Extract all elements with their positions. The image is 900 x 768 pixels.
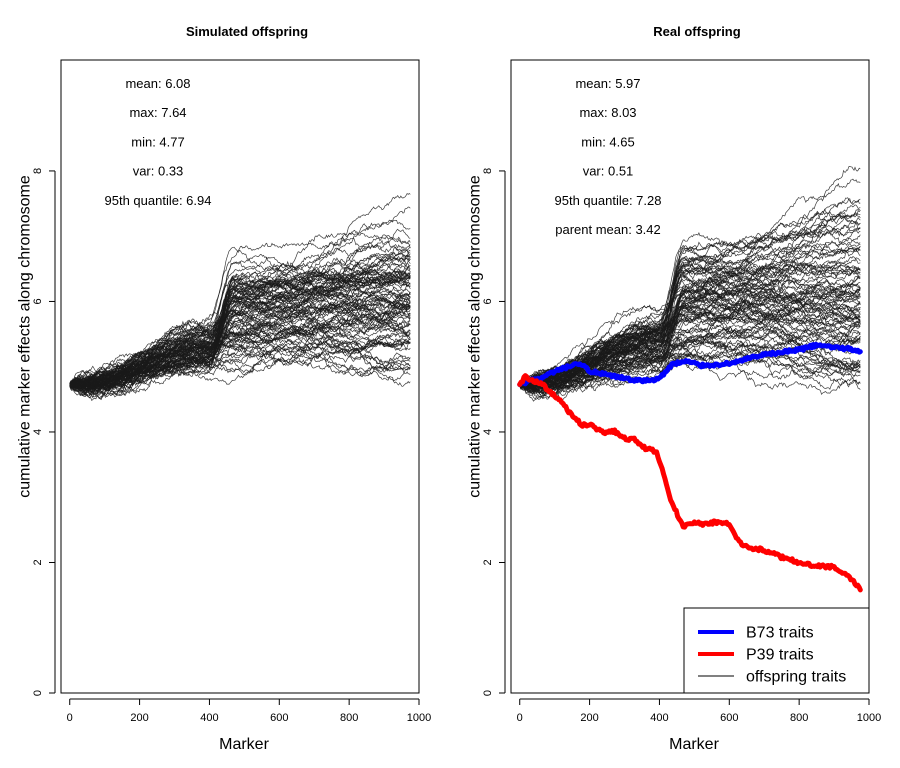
y-tick-label: 6 <box>32 298 44 304</box>
y-axis-label: cumulative marker effects along chromoso… <box>466 175 483 498</box>
stat-text: min: 4.65 <box>581 134 634 149</box>
y-tick-label: 4 <box>32 429 44 435</box>
offspring-line <box>69 296 411 389</box>
series-line-p39-traits <box>517 373 863 593</box>
x-tick-label: 200 <box>580 712 598 724</box>
stat-text: parent mean: 3.42 <box>555 222 661 237</box>
stat-text: 95th quantile: 7.28 <box>555 193 662 208</box>
y-tick-label: 4 <box>482 429 494 435</box>
legend: B73 traits P39 traits offspring traits <box>683 607 870 694</box>
x-axis: 0 200 400 600 800 1000 Marker <box>67 698 431 753</box>
offspring-line <box>69 290 411 394</box>
stat-text: var: 0.33 <box>133 164 184 179</box>
offspring-line <box>519 258 861 394</box>
stat-text: max: 8.03 <box>579 105 636 120</box>
offspring-line <box>519 310 861 398</box>
x-axis-label: Marker <box>669 736 719 753</box>
offspring-line <box>69 240 411 393</box>
x-tick-label: 1000 <box>857 712 881 724</box>
y-axis-label: cumulative marker effects along chromoso… <box>16 175 33 498</box>
offspring-line <box>69 269 411 388</box>
x-axis-label: Marker <box>219 736 269 753</box>
panel-real: Real offspring 0 200 400 600 800 1000 Marker 0 2 4… <box>466 24 881 753</box>
y-tick-label: 0 <box>482 690 494 696</box>
stats-block: mean: 6.08 max: 7.64 min: 4.77 var: 0.33 95t… <box>105 76 212 208</box>
x-tick-label: 1000 <box>407 712 431 724</box>
y-tick-label: 6 <box>482 298 494 304</box>
legend-label: P39 traits <box>746 647 814 664</box>
chart-title: Real offspring <box>653 24 740 39</box>
offspring-line <box>519 310 861 387</box>
offspring-line <box>69 311 411 388</box>
legend-box <box>683 607 870 694</box>
offspring-line <box>519 234 861 391</box>
offspring-line <box>69 321 411 384</box>
offspring-line <box>69 281 411 388</box>
y-tick-label: 2 <box>32 559 44 565</box>
legend-label: offspring traits <box>746 669 846 686</box>
x-tick-label: 600 <box>720 712 738 724</box>
x-tick-label: 400 <box>650 712 668 724</box>
offspring-line <box>69 192 411 391</box>
x-tick-label: 600 <box>270 712 288 724</box>
offspring-line <box>69 283 411 398</box>
series-line-b73-traits <box>517 341 863 388</box>
plot-frame <box>60 59 420 694</box>
x-tick-label: 400 <box>200 712 218 724</box>
offspring-line <box>519 271 861 390</box>
offspring-line <box>519 166 861 385</box>
legend-label: B73 traits <box>746 625 814 642</box>
offspring-line <box>69 306 411 390</box>
offspring-line <box>519 252 861 388</box>
stats-block: mean: 5.97 max: 8.03 min: 4.65 var: 0.51 95t… <box>555 76 662 237</box>
stat-text: min: 4.77 <box>131 134 184 149</box>
offspring-line <box>69 274 411 394</box>
x-tick-label: 0 <box>67 712 73 724</box>
stat-text: max: 7.64 <box>129 105 186 120</box>
offspring-line <box>69 307 411 389</box>
offspring-line <box>69 320 411 393</box>
y-tick-label: 8 <box>482 168 494 174</box>
offspring-line <box>519 286 861 395</box>
offspring-line <box>519 353 861 393</box>
y-tick-label: 2 <box>482 559 494 565</box>
offspring-line <box>69 338 411 388</box>
x-tick-label: 800 <box>790 712 808 724</box>
x-tick-label: 800 <box>340 712 358 724</box>
y-tick-label: 0 <box>32 690 44 696</box>
y-tick-label: 8 <box>32 168 44 174</box>
stat-text: mean: 5.97 <box>575 76 640 91</box>
offspring-line <box>519 246 861 388</box>
offspring-line <box>519 212 861 387</box>
offspring-line <box>69 328 411 386</box>
offspring-lines <box>69 192 411 401</box>
offspring-line <box>69 287 411 388</box>
x-axis: 0 200 400 600 800 1000 Marker <box>517 698 881 753</box>
offspring-line <box>69 254 411 394</box>
offspring-line <box>519 340 861 394</box>
offspring-line <box>519 217 861 388</box>
chart-title: Simulated offspring <box>186 24 308 39</box>
x-tick-label: 200 <box>130 712 148 724</box>
stat-text: var: 0.51 <box>583 164 634 179</box>
x-tick-label: 0 <box>517 712 523 724</box>
offspring-line <box>69 236 411 392</box>
offspring-line <box>519 281 861 392</box>
stat-text: 95th quantile: 6.94 <box>105 193 212 208</box>
stat-text: mean: 6.08 <box>125 76 190 91</box>
offspring-line <box>69 327 411 387</box>
offspring-line <box>519 288 861 388</box>
panel-simulated: Simulated offspring 0 200 400 600 800 1000 Mark… <box>16 24 431 753</box>
offspring-line <box>519 266 861 386</box>
offspring-line <box>69 296 411 399</box>
